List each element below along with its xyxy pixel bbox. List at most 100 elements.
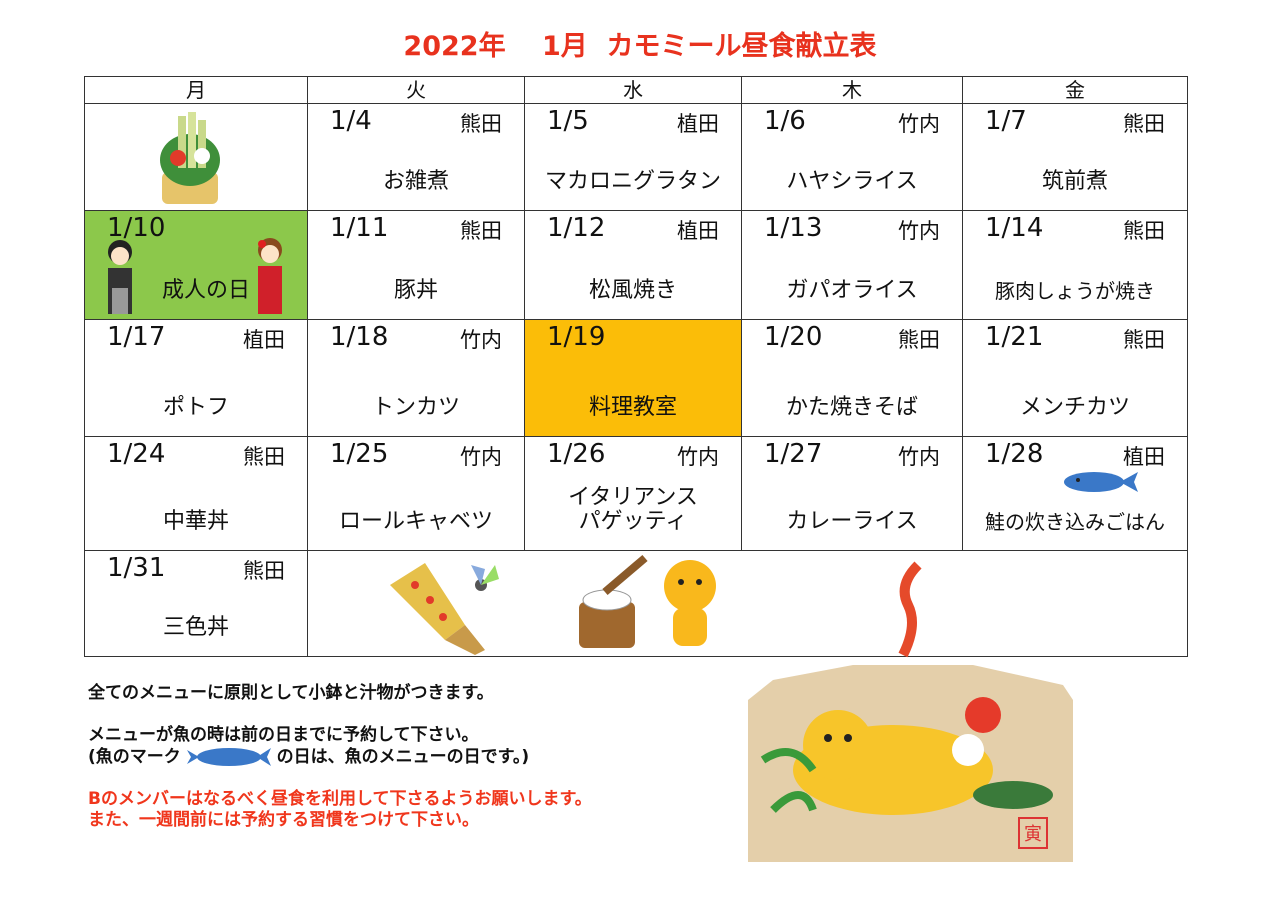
day-menu: 鮭の炊き込みごはん xyxy=(985,510,1165,534)
day-cook: 熊田 xyxy=(460,219,502,243)
day-cook: 熊田 xyxy=(243,559,285,583)
week-row: 1/4 熊田お雑煮 1/5 植田マカロニグラタン 1/6 竹内ハヤシライス 1/7 熊田筑前煮 xyxy=(84,103,1188,211)
day-menu: 中華丼 xyxy=(162,509,229,534)
day-date: 1/5 xyxy=(547,106,589,136)
day-cook: 熊田 xyxy=(1123,112,1165,136)
day-date: 1/18 xyxy=(330,322,389,352)
day-menu: かた焼きそば xyxy=(785,395,918,420)
day-cook: 植田 xyxy=(1123,445,1165,469)
weekday-header: 水 xyxy=(524,76,742,104)
day-cell: 1/26 竹内イタリアンス パゲッティ xyxy=(524,436,742,551)
day-cook: 竹内 xyxy=(460,445,502,469)
day-date: 1/11 xyxy=(330,213,389,243)
day-cell: 1/20 熊田かた焼きそば xyxy=(741,319,963,437)
day-date: 1/10 xyxy=(107,213,166,243)
ema-stamp: 寅 xyxy=(1024,824,1042,845)
day-cook: 熊田 xyxy=(243,445,285,469)
day-cook: 植田 xyxy=(677,112,719,136)
tiger-ema-illustration: 寅 xyxy=(748,561,1073,862)
day-menu: 三色丼 xyxy=(162,615,229,640)
note-reservation-habit: また、一週間前には予約する習慣をつけて下さい。 xyxy=(88,810,479,830)
day-cook: 熊田 xyxy=(1123,219,1165,243)
day-cell: 1/21 熊田メンチカツ xyxy=(962,319,1188,437)
day-cook: 植田 xyxy=(677,219,719,243)
coming-of-age-boy-illustration xyxy=(108,240,132,314)
day-date: 1/12 xyxy=(547,213,606,243)
menu-calendar: 月火水木金 1/4 熊田 お雑煮 1/5 植田 マカロニグラタン 1/6 竹内 ハヤシライス 1/… xyxy=(84,76,1188,657)
weekday-header: 火 xyxy=(307,76,525,104)
day-cook: 熊田 xyxy=(898,328,940,352)
day-menu: ロールキャベツ xyxy=(338,509,493,534)
day-date: 1/14 xyxy=(985,213,1044,243)
day-date: 1/13 xyxy=(764,213,823,243)
day-cell: 1/14 熊田豚肉しょうが焼き xyxy=(962,210,1188,320)
day-cell: 1/12 植田 松風焼き xyxy=(524,210,742,320)
day-cell: 1/5 植田マカロニグラタン xyxy=(524,103,742,211)
day-date: 1/17 xyxy=(107,322,166,352)
day-date: 1/19 xyxy=(547,322,606,352)
day-menu: カレーライス xyxy=(786,509,918,534)
day-menu: メンチカツ xyxy=(1019,395,1130,420)
note-side-dishes: 全てのメニューに原則として小鉢と汁物がつきます。 xyxy=(88,683,494,703)
day-cook: 熊田 xyxy=(460,112,502,136)
weekday-header: 金 xyxy=(962,76,1188,104)
day-cell: 1/17 植田ポトフ xyxy=(84,319,308,437)
weekday-header: 木 xyxy=(741,76,963,104)
day-cook: 竹内 xyxy=(898,445,940,469)
day-date: 1/6 xyxy=(764,106,806,136)
day-cell: 1/19 料理教室 xyxy=(524,319,742,437)
day-menu: お雑煮 xyxy=(382,169,449,194)
day-date: 1/7 xyxy=(985,106,1027,136)
day-date: 1/31 xyxy=(107,553,166,583)
weekday-header-row: 月火水木金 xyxy=(84,76,1188,104)
kadomatsu-illustration xyxy=(160,112,220,204)
day-date: 1/28 xyxy=(985,439,1044,469)
day-menu: 豚肉しょうが焼き xyxy=(995,279,1155,303)
day-cook: 植田 xyxy=(243,328,285,352)
day-cell: 1/31 熊田三色丼 xyxy=(84,550,308,657)
fish-mark-icon xyxy=(186,748,271,766)
day-cell: 1/7 熊田筑前煮 xyxy=(962,103,1188,211)
note-fish-mark-suffix: の日は、魚のメニューの日です。) xyxy=(276,747,530,767)
hagoita-illustration xyxy=(390,563,499,655)
weekday-header: 月 xyxy=(84,76,308,104)
day-menu: イタリアンス パゲッティ xyxy=(568,485,698,534)
day-cell: 1/4 熊田お雑煮 xyxy=(307,103,525,211)
day-cell: 1/11 熊田豚丼 xyxy=(307,210,525,320)
day-menu: マカロニグラタン xyxy=(544,169,721,194)
day-cell: 1/27 竹内カレーライス xyxy=(741,436,963,551)
coming-of-age-girl-illustration xyxy=(258,238,282,314)
day-date: 1/4 xyxy=(330,106,372,136)
day-date: 1/26 xyxy=(547,439,606,469)
day-date: 1/21 xyxy=(985,322,1044,352)
day-date: 1/24 xyxy=(107,439,166,469)
page-title: 2022年 1月 カモミール昼食献立表 xyxy=(403,31,877,62)
day-cook: 熊田 xyxy=(1123,328,1165,352)
tiger-mochi-illustration xyxy=(579,554,716,648)
day-menu: 豚丼 xyxy=(393,278,438,303)
day-cell: 1/18 竹内 トンカツ xyxy=(307,319,525,437)
note-fish-reservation: メニューが魚の時は前の日までに予約して下さい。 xyxy=(88,725,479,745)
day-date: 1/20 xyxy=(764,322,823,352)
day-cell: 1/25 竹内ロールキャベツ xyxy=(307,436,525,551)
note-fish-mark: (魚のマーク の日は、魚のメニューの日です。) xyxy=(88,746,592,768)
day-cell: 1/6 竹内ハヤシライス xyxy=(741,103,963,211)
day-menu: トンカツ xyxy=(371,395,460,420)
day-menu: ガパオライス xyxy=(786,278,918,303)
day-menu: 料理教室 xyxy=(588,395,677,420)
day-menu: 筑前煮 xyxy=(1041,169,1108,194)
day-cook: 竹内 xyxy=(898,112,940,136)
day-date: 1/25 xyxy=(330,439,389,469)
note-member-request: Bのメンバーはなるべく昼食を利用して下さるようお願いします。 xyxy=(88,789,592,809)
day-date: 1/27 xyxy=(764,439,823,469)
day-cook: 竹内 xyxy=(898,219,940,243)
fish-mark-icon xyxy=(1064,472,1138,492)
notes: 全てのメニューに原則として小鉢と汁物がつきます。 メニューが魚の時は前の日までに… xyxy=(88,683,592,831)
week-row: 1/24 熊田中華丼 1/25 竹内ロールキャベツ 1/26 竹内イタリアンス パゲッティ… xyxy=(84,436,1188,551)
day-menu: ポトフ xyxy=(162,395,229,420)
day-menu: ハヤシライス xyxy=(786,169,918,194)
week-row: 1/17 植田 ポトフ 1/18 竹内 トンカツ 1/19 料理教室 1/20 熊田 かた焼きそば 1… xyxy=(84,319,1188,437)
note-fish-mark-prefix: (魚のマーク xyxy=(88,747,181,767)
day-cell: 1/28 植田鮭の炊き込みごはん xyxy=(962,436,1188,551)
day-cook: 竹内 xyxy=(677,445,719,469)
